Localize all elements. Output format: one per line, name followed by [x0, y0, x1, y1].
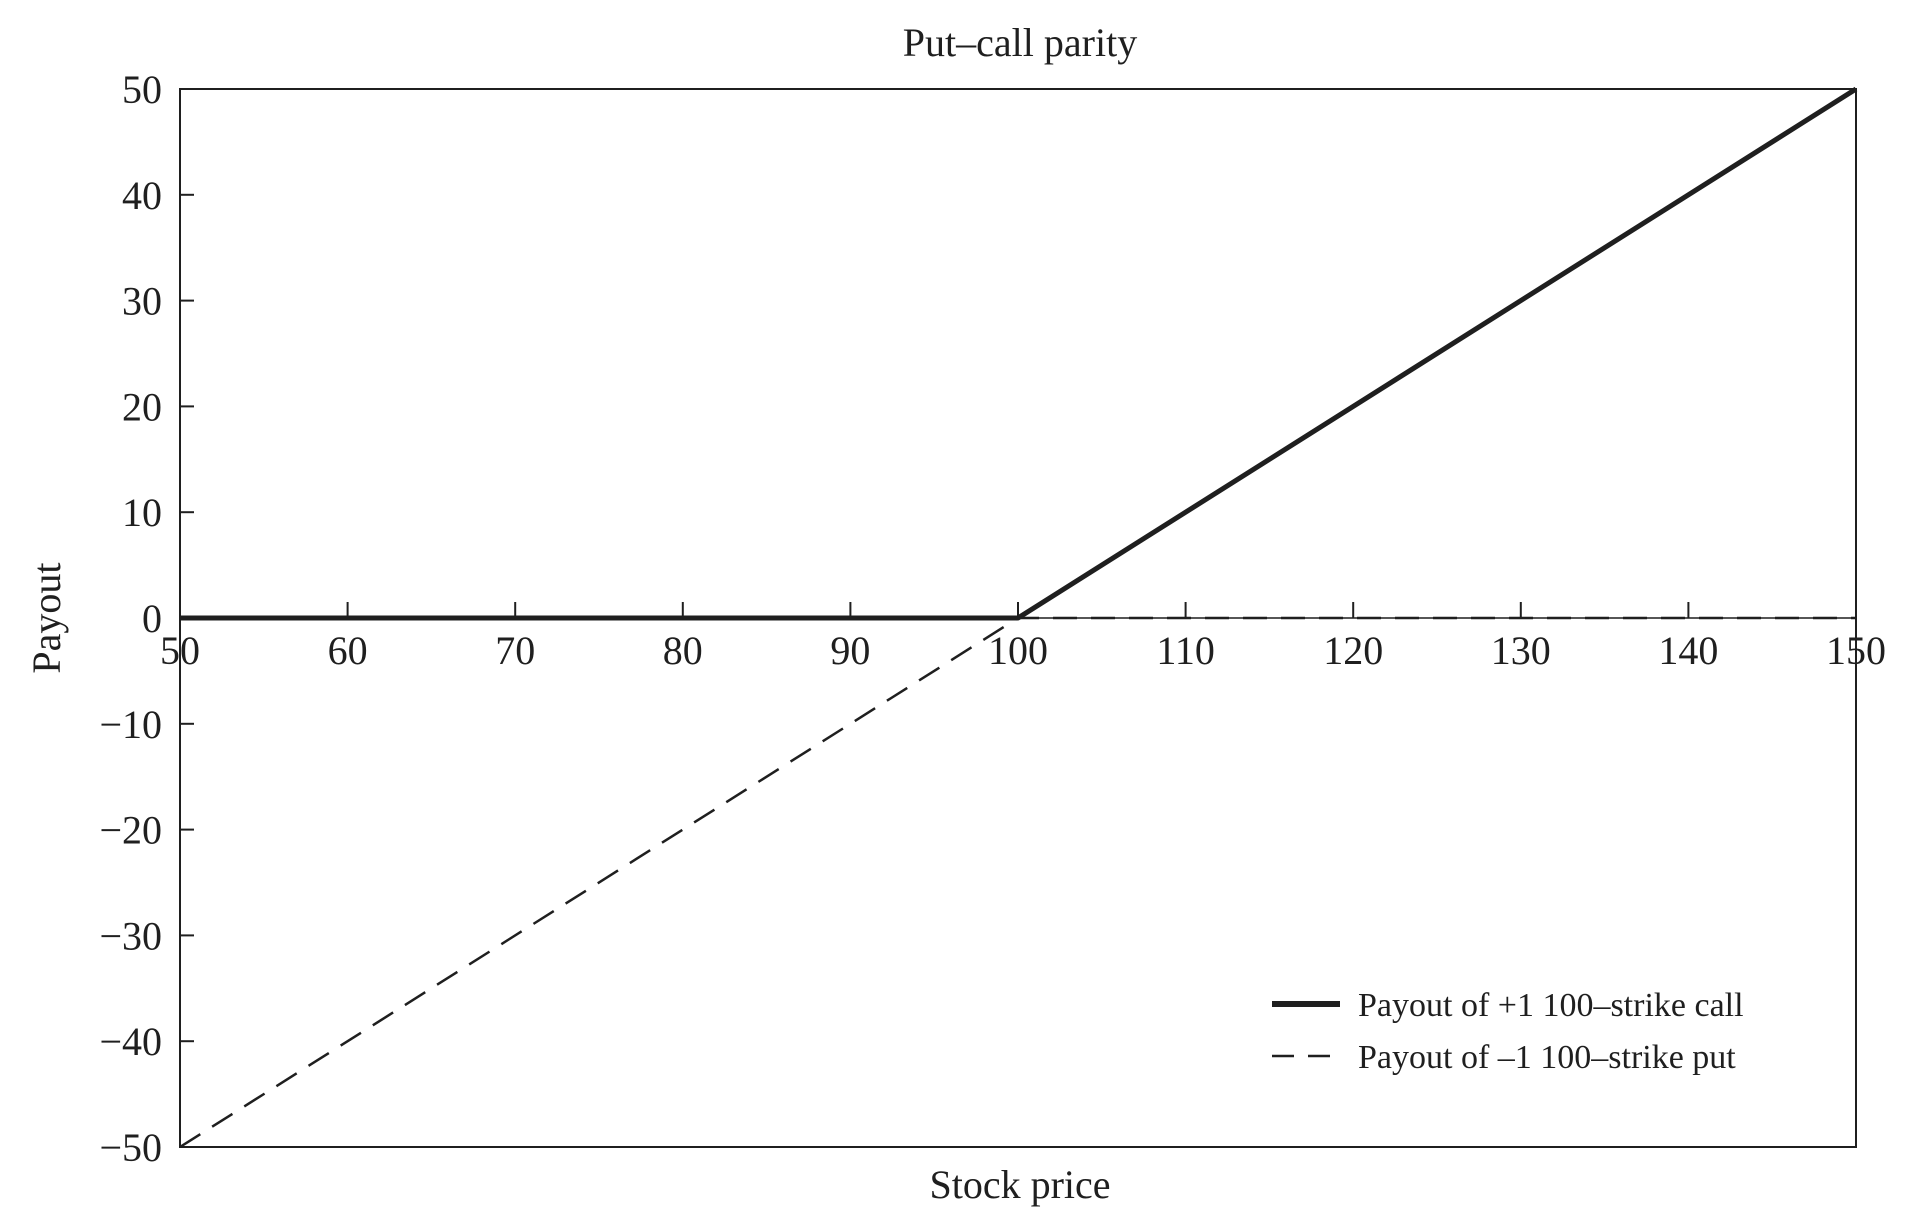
y-tick-label: −10 [99, 702, 162, 747]
y-tick-label: 30 [122, 279, 162, 324]
y-tick-label: −30 [99, 913, 162, 958]
y-axis-ticks: 50 40 30 20 10 0 −10 −20 −30 −40 −50 [99, 67, 194, 1170]
y-axis-label: Payout [24, 562, 69, 673]
x-tick-label: 110 [1156, 628, 1215, 673]
x-tick-label: 120 [1323, 628, 1383, 673]
x-tick-label: 130 [1491, 628, 1551, 673]
legend-entry-call: Payout of +1 100–strike call [1272, 987, 1744, 1024]
y-tick-label: 50 [122, 67, 162, 112]
y-tick-label: 10 [122, 490, 162, 535]
chart-title: Put–call parity [903, 20, 1137, 65]
y-tick-label: −50 [99, 1125, 162, 1170]
x-axis-ticks: 50 60 70 80 90 100 110 120 130 140 150 [160, 602, 1886, 673]
legend-entry-put: Payout of –1 100–strike put [1272, 1039, 1736, 1076]
x-tick-label: 90 [830, 628, 870, 673]
x-tick-label: 100 [988, 628, 1048, 673]
x-tick-label: 140 [1658, 628, 1718, 673]
x-axis-label: Stock price [929, 1162, 1110, 1207]
series-call-line [180, 86, 1858, 621]
legend-label-call: Payout of +1 100–strike call [1358, 987, 1744, 1024]
x-tick-label: 80 [663, 628, 703, 673]
x-tick-label: 60 [328, 628, 368, 673]
x-tick-label: 50 [160, 628, 200, 673]
y-tick-label: 0 [142, 596, 162, 641]
legend: Payout of +1 100–strike call Payout of –… [1272, 987, 1744, 1076]
y-tick-label: −20 [99, 808, 162, 853]
y-tick-label: 20 [122, 384, 162, 429]
series-layer [179, 86, 1858, 1149]
y-tick-label: 40 [122, 173, 162, 218]
x-tick-label: 150 [1826, 628, 1886, 673]
legend-label-put: Payout of –1 100–strike put [1358, 1039, 1736, 1076]
x-tick-label: 70 [495, 628, 535, 673]
y-tick-label: −40 [99, 1019, 162, 1064]
